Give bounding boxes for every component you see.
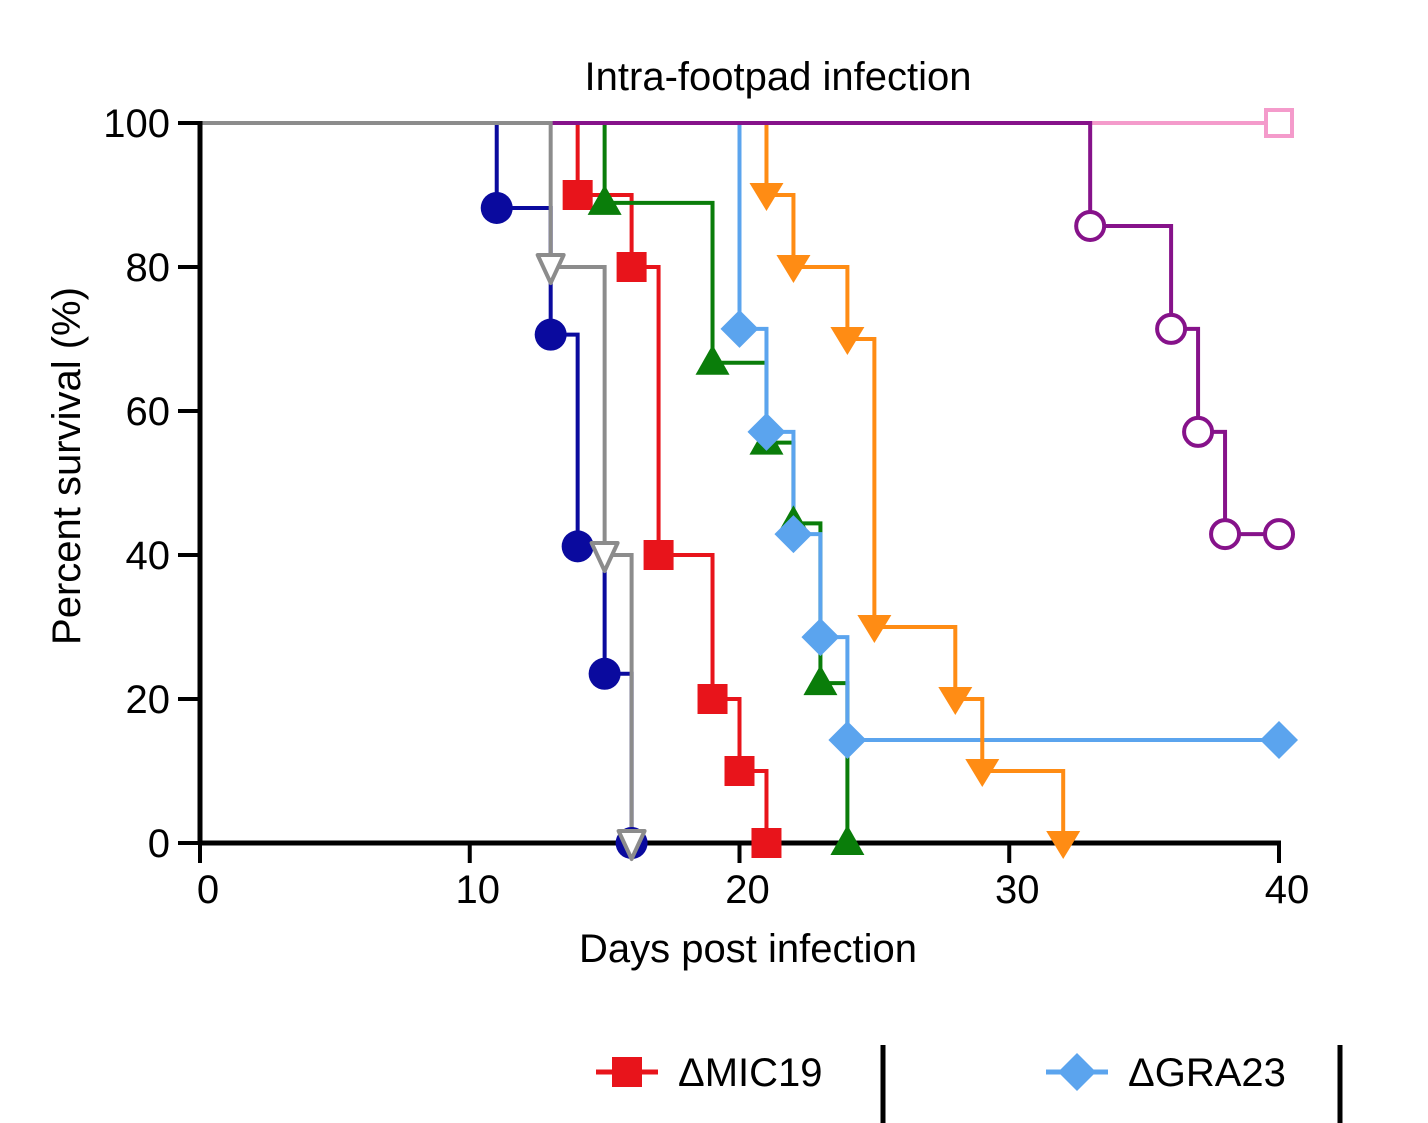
data-point-gray [616,829,647,861]
data-point-wt [534,318,567,351]
series-line-green [200,121,850,843]
data-point-delta-mic19 [751,828,782,858]
x-tick-label: 30 [995,868,1040,912]
data-point-gray [589,541,620,573]
legend: ΔMIC19 ΔGRA23 WT [278,1045,1343,1123]
data-point-delta-gra23 [747,412,786,451]
data-point-wt [480,191,513,224]
data-point-orange [830,327,865,355]
data-point-purple [1182,415,1215,448]
data-point-orange [1046,831,1081,859]
plot-area [200,121,1279,843]
data-point-wt [561,530,594,563]
data-point-orange [776,255,811,283]
legend-item-wt: WT [278,1119,340,1123]
legend-marker [612,1057,642,1087]
data-point-orange [749,183,784,211]
data-point-delta-gra23 [720,309,759,348]
y-tick-label: 100 [103,102,170,146]
data-point-delta-mic19 [616,252,647,282]
data-point-gray [535,253,566,285]
data-point-green [830,825,865,855]
legend-label: ΔMIC19 [678,1051,823,1095]
data-point-delta-mic19 [697,684,728,714]
data-point-purple [1209,518,1242,551]
legend-marker [1058,1053,1096,1091]
data-point-wt [588,657,621,690]
y-tick-label: 40 [126,534,171,578]
x-tick-label: 20 [725,868,770,912]
data-point-purple [1155,312,1188,345]
data-point-delta-mic19 [643,540,674,570]
legend-label: WT [278,1119,340,1123]
series-line-delta-gra23 [200,121,1279,743]
data-point-purple [1263,518,1295,551]
data-point-green [587,184,622,215]
data-point-green [803,665,838,696]
legend-item-delta-mic19: ΔMIC19 [596,1045,886,1123]
data-point-green [695,344,730,375]
plot-markers [480,108,1298,861]
x-tick-label: 40 [1265,868,1310,912]
data-point-pink [1264,108,1294,138]
data-point-delta-mic19 [562,180,593,210]
data-point-purple [1074,209,1107,242]
data-point-delta-gra23 [774,515,813,554]
x-tick-label: 10 [456,868,501,912]
series-line-delta-mic19 [200,121,769,843]
y-tick-label: 80 [126,246,171,290]
data-point-orange [857,615,892,643]
data-point-orange [965,759,1000,787]
chart-title: Intra-footpad infection [585,55,972,99]
y-axis-label: Percent survival (%) [45,287,89,645]
data-point-delta-mic19 [724,756,755,786]
x-axis-label: Days post infection [579,927,917,971]
x-tick-label: 0 [197,868,219,912]
axes: 0 20 40 60 80 100 0 10 20 30 40 [103,102,1309,912]
data-point-delta-gra23 [801,618,840,657]
legend-item-delta-gra23: ΔGRA23 [1046,1045,1343,1123]
series-line-gray [200,121,634,843]
y-tick-label: 0 [148,822,170,866]
y-tick-label: 20 [126,678,171,722]
data-point-orange [938,687,973,715]
data-point-delta-gra23 [1260,721,1298,760]
data-point-delta-gra23 [828,721,867,760]
series-line-wt [200,121,634,843]
legend-label: ΔGRA23 [1128,1051,1286,1095]
y-tick-label: 60 [126,390,171,434]
